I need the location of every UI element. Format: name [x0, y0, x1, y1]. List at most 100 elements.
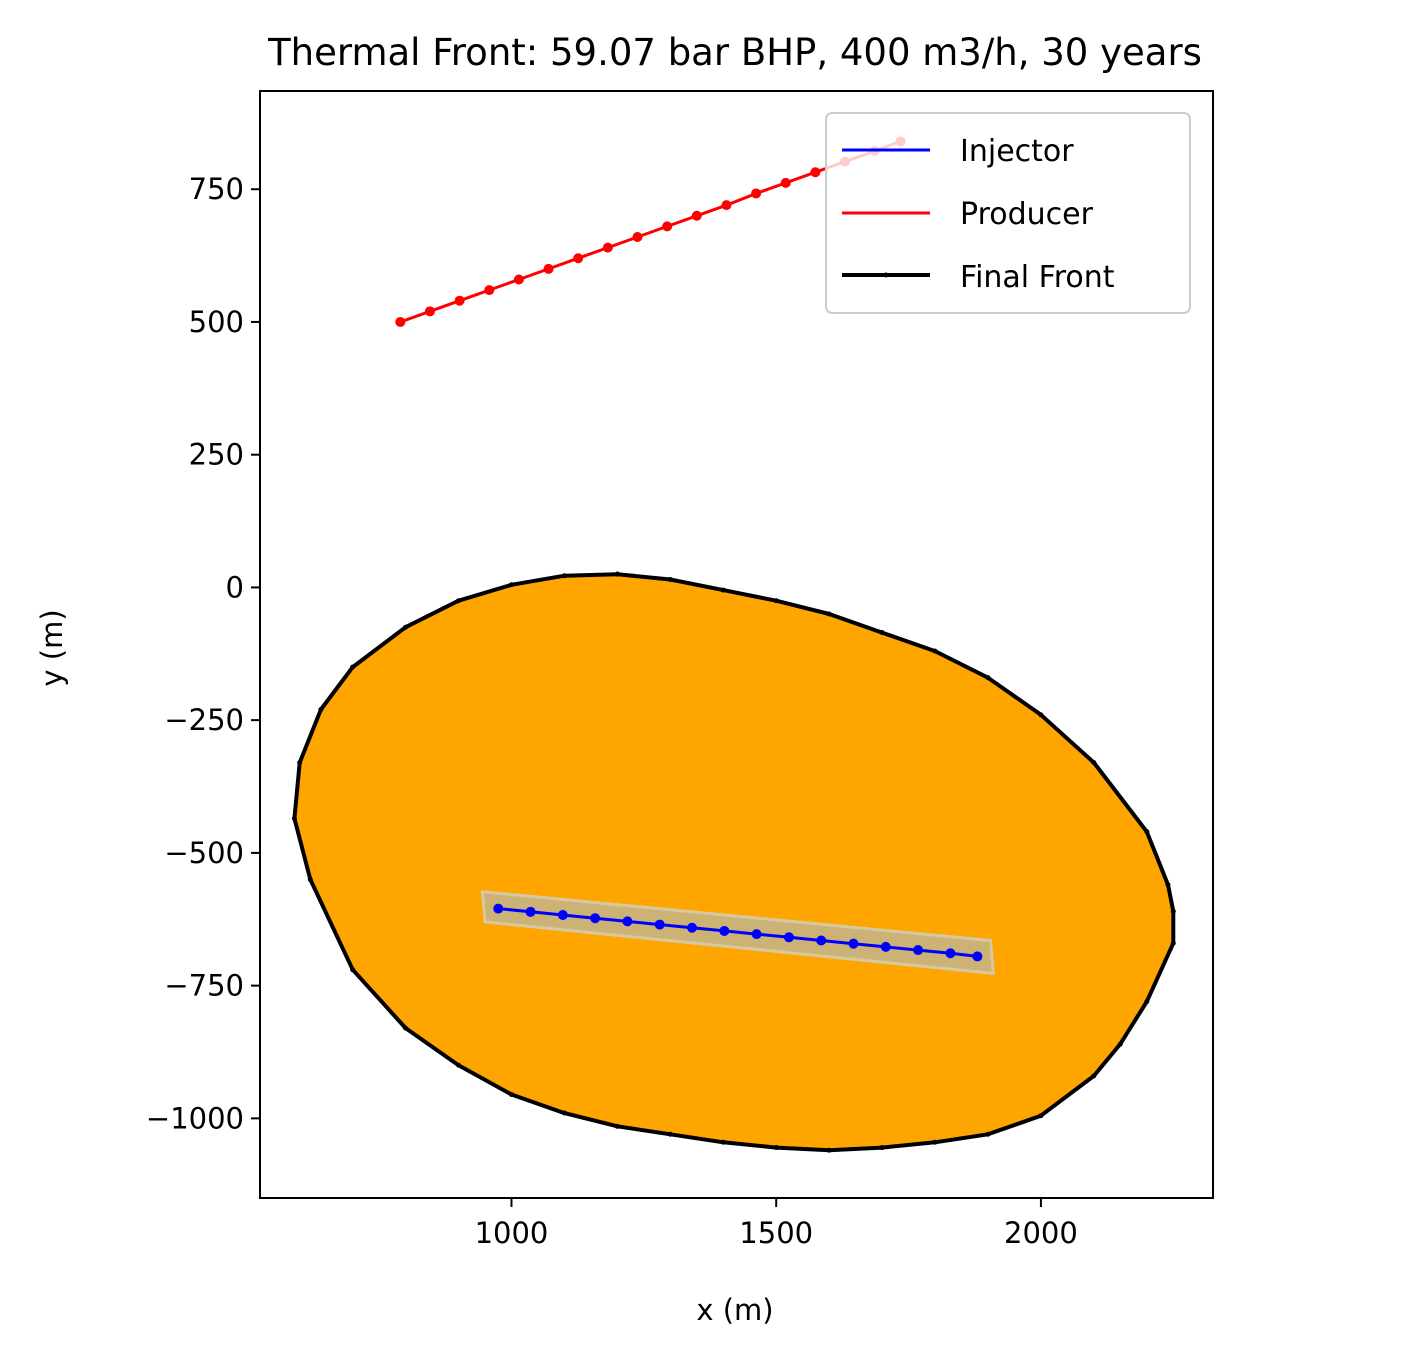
- plot-area: [259, 90, 1214, 1199]
- injector-point: [525, 906, 536, 917]
- x-tick-label: 2000: [1004, 1216, 1078, 1250]
- final-front-point: [456, 598, 462, 604]
- final-front-point: [879, 1145, 885, 1151]
- final-front-point: [297, 760, 303, 766]
- producer-point: [602, 242, 613, 253]
- injector-point: [913, 945, 924, 956]
- injector-point: [945, 948, 956, 959]
- legend-box: [825, 112, 1191, 314]
- y-tick-label: −750: [164, 969, 244, 1003]
- final-front-point: [1144, 999, 1150, 1005]
- final-front-point: [720, 1139, 726, 1145]
- final-front-point: [350, 967, 356, 973]
- final-front-point: [291, 815, 297, 821]
- final-front-point: [1117, 1041, 1123, 1047]
- y-tick-label: 500: [189, 305, 244, 339]
- final-front-point: [561, 1110, 567, 1116]
- final-front-point: [985, 1131, 991, 1137]
- final-front-point: [508, 1091, 514, 1097]
- final-front-point: [773, 1145, 779, 1151]
- injector-point: [751, 929, 762, 940]
- final-front-point: [508, 582, 514, 588]
- producer-point: [395, 316, 406, 327]
- producer-point: [632, 232, 643, 243]
- injector-point: [493, 903, 504, 914]
- injector-point: [590, 913, 601, 924]
- final-front-point: [561, 573, 567, 579]
- final-front-fill: [294, 574, 1174, 1151]
- final-front-point: [667, 576, 673, 582]
- producer-point: [691, 210, 702, 221]
- producer-point: [424, 306, 435, 317]
- y-tick-label: −500: [164, 836, 244, 870]
- final-front-point: [350, 664, 356, 670]
- producer-point: [543, 263, 554, 274]
- producer-point: [721, 200, 732, 211]
- legend-producer-label: Producer: [960, 197, 1094, 232]
- x-tick-label: 1500: [739, 1216, 813, 1250]
- y-axis-label: y (m): [35, 609, 69, 686]
- final-front-point: [932, 648, 938, 654]
- producer-point: [780, 177, 791, 188]
- x-axis: 1000 1500 2000: [475, 1198, 1078, 1250]
- injector-point: [557, 910, 568, 921]
- final-front-point: [879, 630, 885, 636]
- producer-point: [484, 285, 495, 296]
- injector-point: [816, 935, 827, 946]
- final-front-point: [826, 611, 832, 617]
- legend: Injector Producer Final Front: [825, 112, 1191, 314]
- final-front-point: [720, 587, 726, 593]
- producer-point: [454, 295, 465, 306]
- injector-point: [687, 922, 698, 933]
- producer-point: [513, 274, 524, 285]
- y-tick-label: −250: [164, 703, 244, 737]
- final-front-layer: [291, 571, 1176, 1153]
- y-tick-label: −1000: [146, 1101, 244, 1135]
- x-axis-label: x (m): [696, 1293, 773, 1327]
- producer-point: [662, 221, 673, 232]
- final-front-point: [667, 1131, 673, 1137]
- injector-point: [972, 951, 983, 962]
- producer-point: [751, 188, 762, 199]
- injector-point: [719, 925, 730, 936]
- chart-title: Thermal Front: 59.07 bar BHP, 400 m3/h, …: [267, 31, 1202, 74]
- injector-point: [783, 932, 794, 943]
- final-front-point: [826, 1147, 832, 1153]
- series-layer: [395, 136, 983, 962]
- final-front-point: [403, 624, 409, 630]
- final-front-point: [1144, 829, 1150, 835]
- final-front-point: [1170, 908, 1176, 914]
- plot-frame: [259, 90, 1214, 1199]
- injector-point: [848, 938, 859, 949]
- final-front-point: [307, 876, 313, 882]
- producer-line: [399, 139, 902, 324]
- final-front-point: [1038, 712, 1044, 718]
- legend-injector-label: Injector: [960, 134, 1074, 169]
- final-front-point: [1170, 940, 1176, 946]
- injector-point: [622, 916, 633, 927]
- final-front-point: [456, 1062, 462, 1068]
- final-front-point: [1165, 882, 1171, 888]
- y-axis: 750 500 250 0 −250 −500 −750 −1000: [146, 172, 260, 1135]
- final-front-point: [1091, 760, 1097, 766]
- producer-point: [573, 253, 584, 264]
- y-tick-label: 0: [226, 570, 244, 604]
- final-front-point: [1091, 1073, 1097, 1079]
- producer-point: [810, 167, 821, 178]
- legend-front-label: Final Front: [960, 260, 1115, 295]
- injector-line: [498, 907, 978, 958]
- final-front-point: [318, 707, 324, 713]
- final-front-point: [932, 1139, 938, 1145]
- final-front-point: [773, 598, 779, 604]
- legend-front-marker: [883, 272, 889, 278]
- y-tick-label: 250: [189, 438, 244, 472]
- final-front-point: [614, 1123, 620, 1129]
- final-front-point: [614, 571, 620, 577]
- injector-point: [880, 941, 891, 952]
- final-front-point: [403, 1025, 409, 1031]
- final-front-point: [1038, 1113, 1044, 1119]
- final-front-point: [985, 675, 991, 681]
- y-tick-label: 750: [189, 172, 244, 206]
- x-tick-label: 1000: [475, 1216, 549, 1250]
